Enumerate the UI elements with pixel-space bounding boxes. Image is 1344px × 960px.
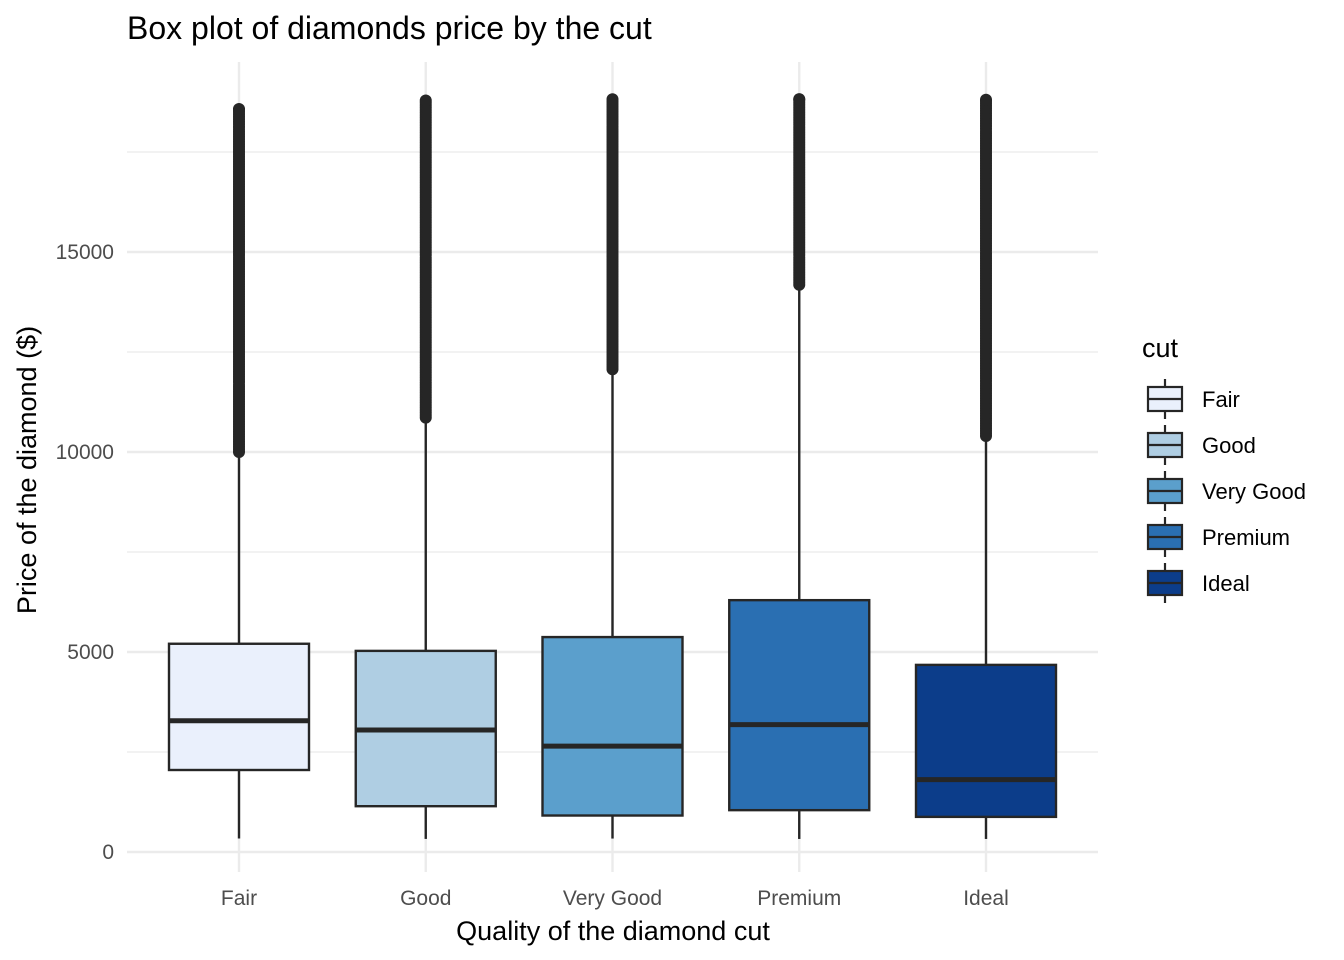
outlier-point <box>233 103 245 116</box>
box-group-premium <box>728 93 871 839</box>
legend-label: Good <box>1202 433 1256 458</box>
y-tick-label: 15000 <box>56 241 114 264</box>
y-tick-label: 10000 <box>56 441 114 464</box>
x-tick-label: Very Good <box>563 887 662 910</box>
legend-item-fair: Fair <box>1146 379 1240 419</box>
x-axis-title: Quality of the diamond cut <box>456 916 770 946</box>
y-tick-label: 5000 <box>67 641 114 664</box>
outlier-group <box>419 94 432 424</box>
x-tick-label: Ideal <box>963 887 1009 910</box>
box-group-good <box>354 94 497 839</box>
outlier-point <box>419 94 432 107</box>
outlier-point <box>793 93 806 106</box>
legend-label: Ideal <box>1202 571 1250 596</box>
box-group-ideal <box>914 93 1058 839</box>
axis-layer: 0 5000 10000 15000 Fair Good Very Good Premium I… <box>56 241 1009 910</box>
legend-item-premium: Premium <box>1146 517 1290 557</box>
outlier-point <box>980 93 992 106</box>
outlier-point <box>606 93 619 106</box>
x-tick-label: Fair <box>221 887 257 910</box>
legend-item-very-good: Very Good <box>1146 471 1306 511</box>
outlier-group <box>606 93 619 376</box>
box-iqr <box>914 663 1058 819</box>
outlier-group <box>793 93 806 291</box>
legend-title: cut <box>1142 333 1179 363</box>
box-group-very-good <box>541 93 684 839</box>
legend: cut Fair Good Very Good Premium Ideal <box>1142 333 1306 603</box>
y-axis-title: Price of the diamond ($) <box>12 326 42 614</box>
legend-item-good: Good <box>1146 425 1256 465</box>
box-layer <box>167 93 1058 839</box>
outlier-group <box>980 93 992 442</box>
legend-label: Premium <box>1202 525 1290 550</box>
legend-item-ideal: Ideal <box>1146 563 1250 603</box>
chart-title: Box plot of diamonds price by the cut <box>127 10 652 46</box>
box-iqr <box>728 598 871 812</box>
legend-label: Very Good <box>1202 479 1306 504</box>
box-group-fair <box>167 103 311 839</box>
outlier-group <box>233 103 245 458</box>
x-tick-label: Good <box>400 887 451 910</box>
x-tick-label: Premium <box>757 887 841 910</box>
legend-label: Fair <box>1202 387 1240 412</box>
box-iqr <box>541 635 684 817</box>
y-tick-label: 0 <box>102 841 114 864</box>
box-iqr <box>167 642 311 772</box>
